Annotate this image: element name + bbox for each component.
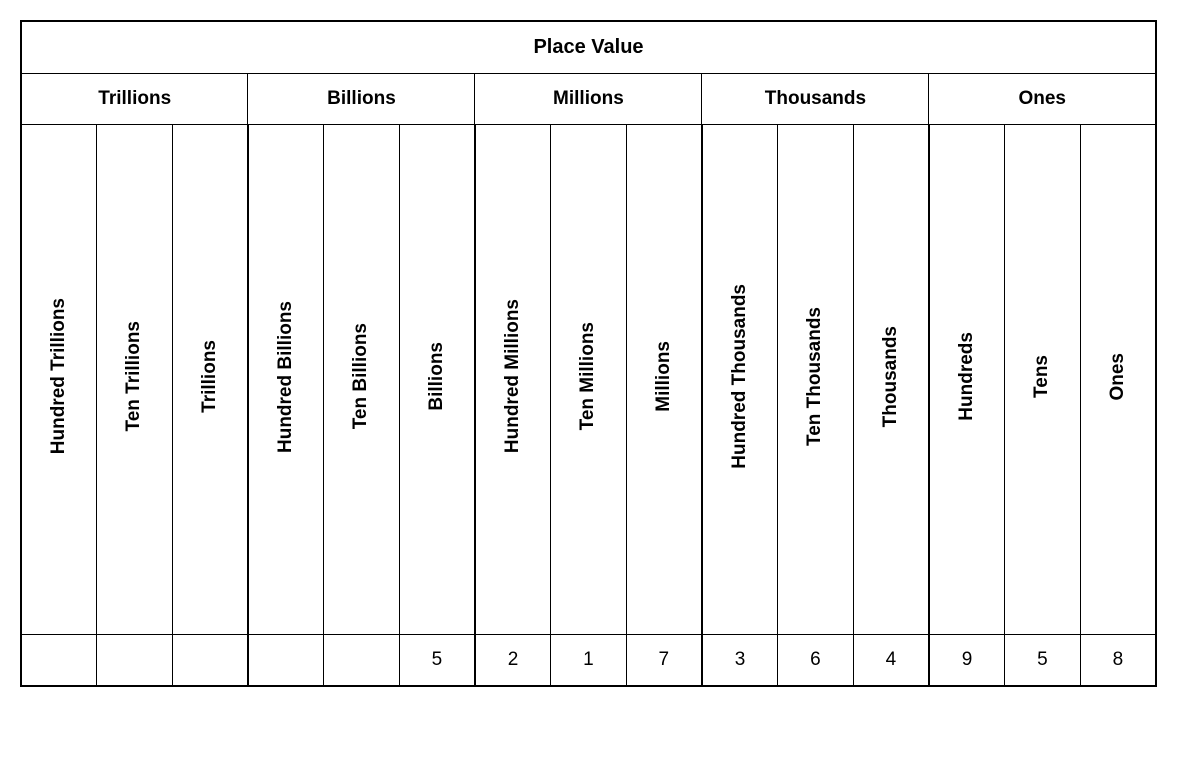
place-label-text: Trillions [199,328,221,425]
group-header-millions: Millions [475,74,702,125]
place-value-table: Place Value Trillions Billions Millions … [20,20,1157,687]
value-cell [248,635,324,687]
place-label-text: Tens [1031,343,1053,410]
place-label-text: Ten Trillions [123,309,145,444]
value-cell: 5 [1005,635,1081,687]
place-label-row: Hundred Trillions Ten Trillions Trillion… [21,125,1156,635]
place-label-text: Billions [426,330,448,423]
place-label-hundred-millions: Hundred Millions [475,125,551,635]
place-label-text: Hundreds [956,320,978,433]
place-label-ten-millions: Ten Millions [551,125,627,635]
place-label-hundred-trillions: Hundred Trillions [21,125,97,635]
value-cell [324,635,400,687]
value-cell: 5 [399,635,475,687]
place-label-millions: Millions [626,125,702,635]
value-cell: 2 [475,635,551,687]
place-label-trillions: Trillions [172,125,248,635]
value-row: 5 2 1 7 3 6 4 9 5 8 [21,635,1156,687]
place-label-billions: Billions [399,125,475,635]
group-header-billions: Billions [248,74,475,125]
value-cell: 7 [626,635,702,687]
place-label-text: Millions [653,329,675,424]
place-label-text: Hundred Millions [502,287,524,465]
place-label-text: Ones [1107,341,1129,413]
place-label-text: Hundred Trillions [48,286,70,466]
title-row: Place Value [21,21,1156,74]
group-header-ones: Ones [929,74,1156,125]
table-title: Place Value [21,21,1156,74]
place-label-text: Thousands [880,314,902,439]
place-label-text: Hundred Thousands [729,272,751,481]
place-label-ten-thousands: Ten Thousands [778,125,854,635]
place-label-text: Ten Billions [350,311,372,441]
value-cell: 6 [778,635,854,687]
value-cell: 1 [551,635,627,687]
place-label-ones: Ones [1080,125,1156,635]
value-cell: 8 [1080,635,1156,687]
place-label-ten-trillions: Ten Trillions [97,125,173,635]
value-cell: 9 [929,635,1005,687]
place-label-text: Ten Millions [577,310,599,442]
value-cell: 3 [702,635,778,687]
place-label-ten-billions: Ten Billions [324,125,400,635]
value-cell: 4 [853,635,929,687]
group-header-row: Trillions Billions Millions Thousands On… [21,74,1156,125]
value-cell [97,635,173,687]
place-label-text: Hundred Billions [275,289,297,465]
group-header-trillions: Trillions [21,74,248,125]
place-label-text: Ten Thousands [804,295,826,458]
place-label-hundred-billions: Hundred Billions [248,125,324,635]
value-cell [21,635,97,687]
group-header-thousands: Thousands [702,74,929,125]
place-label-hundreds: Hundreds [929,125,1005,635]
place-label-tens: Tens [1005,125,1081,635]
place-label-hundred-thousands: Hundred Thousands [702,125,778,635]
value-cell [172,635,248,687]
place-label-thousands: Thousands [853,125,929,635]
